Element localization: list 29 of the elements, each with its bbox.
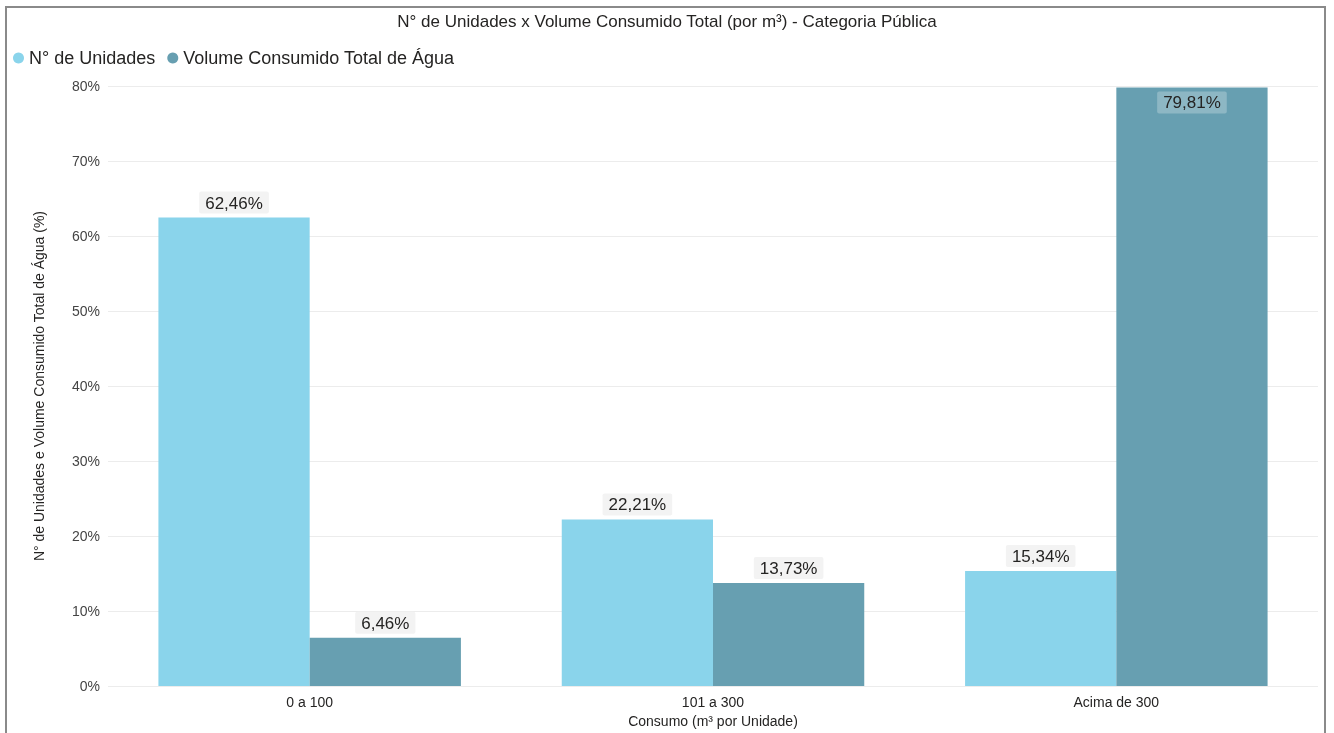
- y-tick-label: 70%: [71, 153, 100, 170]
- y-tick-label: 30%: [71, 453, 100, 470]
- y-tick-label: 10%: [71, 603, 100, 620]
- data-label: 62,46%: [205, 193, 263, 213]
- data-label: 13,73%: [759, 559, 818, 579]
- bar: [158, 217, 310, 687]
- data-label: 22,21%: [608, 495, 667, 515]
- bar: [309, 637, 461, 687]
- x-tick-label: 0 a 100: [286, 694, 334, 711]
- y-axis-title: N° de Unidades e Volume Consumido Total de Água (%): [31, 211, 47, 562]
- x-axis-title: Consumo (m³ por Unidade): [628, 713, 798, 729]
- y-tick-label: 20%: [71, 528, 100, 545]
- legend-label: N° de Unidades: [29, 48, 156, 68]
- data-label: 6,46%: [361, 613, 410, 633]
- bar: [1116, 87, 1268, 687]
- legend-label: Volume Consumido Total de Água: [183, 48, 456, 68]
- bar: [965, 571, 1117, 687]
- chart-title: N° de Unidades x Volume Consumido Total (por m³) - Categoria Pública: [397, 12, 938, 31]
- y-tick-label: 40%: [71, 378, 100, 395]
- y-tick-label: 50%: [71, 303, 100, 320]
- bar: [561, 519, 713, 687]
- bar: [713, 583, 865, 687]
- y-tick-label: 0%: [79, 678, 100, 695]
- data-label: 15,34%: [1011, 547, 1070, 567]
- data-label: 79,81%: [1163, 93, 1221, 113]
- x-tick-label: 101 a 300: [681, 694, 745, 711]
- x-tick-label: Acima de 300: [1073, 694, 1160, 711]
- y-tick-label: 60%: [71, 228, 100, 245]
- y-tick-label: 80%: [71, 78, 100, 94]
